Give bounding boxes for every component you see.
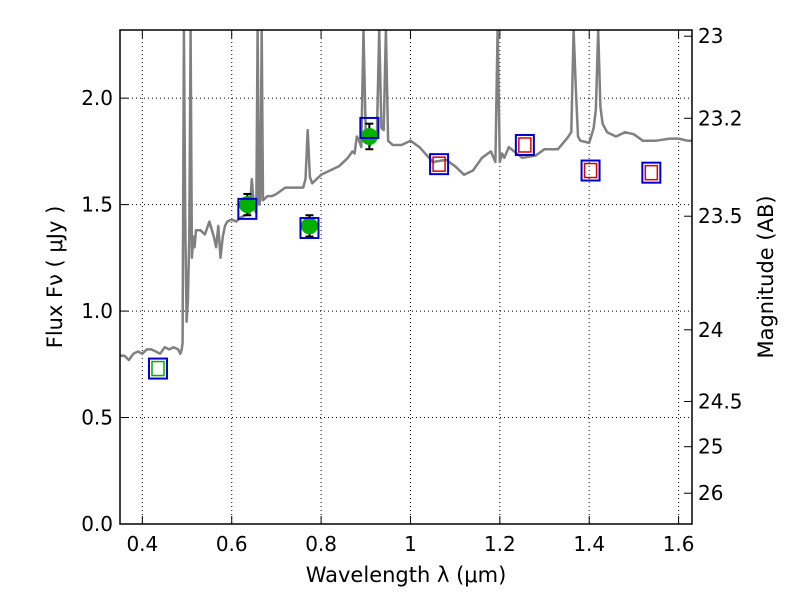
model-box-marker: [580, 159, 601, 182]
axes: 0.4 0.6 0.8 1 1.2 1.4 1.6 0.0 0.5 1.0 1.5 2.0 23 23.2…: [81, 24, 742, 556]
y-tick-label: 0.0: [81, 512, 113, 536]
y2-tick-label: 25: [698, 435, 723, 459]
plot-frame: [119, 29, 693, 525]
observed-point: [300, 217, 318, 235]
gridlines: [120, 30, 692, 525]
y-tick-label: 1.0: [81, 299, 113, 323]
inner-box-marker: [518, 137, 532, 153]
y2-tick-label: 24: [698, 318, 723, 342]
model-box-marker: [641, 161, 662, 184]
y2-tick-label: 26: [698, 481, 723, 505]
inner-box-marker: [644, 164, 659, 181]
y-tick-label: 0.5: [81, 406, 113, 430]
y2-tick-label: 23: [698, 24, 723, 48]
y-tick-label: 1.5: [81, 193, 113, 217]
y2-axis-title: Magnitude (AB): [754, 195, 778, 358]
spectrum-line: [120, 30, 692, 362]
y-tick-label: 2.0: [81, 86, 113, 110]
model-box-marker: [359, 116, 380, 139]
plot-data: [120, 30, 692, 380]
x-tick-label: 0.4: [126, 532, 158, 556]
x-axis-title: Wavelength λ (μm): [306, 563, 507, 587]
model-box-marker: [429, 153, 450, 176]
model-box-marker: [514, 133, 535, 156]
y2-tick-label: 23.2: [698, 106, 743, 130]
model-box-marker: [147, 357, 168, 380]
inner-box-marker: [583, 162, 598, 179]
x-tick-label: 1.6: [663, 532, 695, 556]
inner-box-marker: [432, 156, 446, 172]
model-box-marker: [237, 197, 258, 220]
x-tick-label: 0.6: [216, 532, 248, 556]
y2-tick-label: 24.5: [698, 389, 743, 413]
y-axis-title: Flux Fν ( μJy ): [43, 206, 67, 349]
observed-point: [360, 127, 378, 145]
x-tick-label: 1.2: [484, 532, 516, 556]
y2-tick-label: 23.5: [698, 204, 743, 228]
x-tick-label: 0.8: [305, 532, 337, 556]
x-tick-label: 1.4: [573, 532, 605, 556]
x-tick-label: 1: [404, 532, 417, 556]
inner-box-marker: [151, 360, 165, 377]
model-box-marker: [299, 217, 320, 240]
